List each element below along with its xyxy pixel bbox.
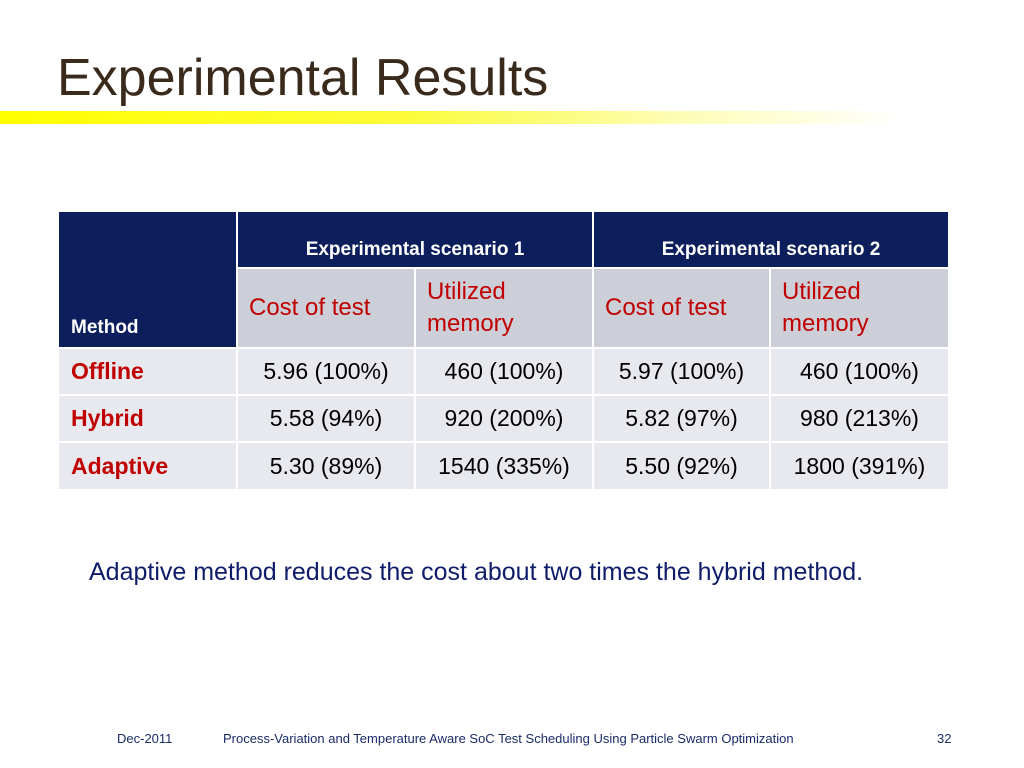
table-cell: 1800 (391%) <box>770 441 948 489</box>
footer-title: Process-Variation and Temperature Aware … <box>223 731 794 746</box>
table-row: Adaptive 5.30 (89%) 1540 (335%) 5.50 (92… <box>59 441 948 489</box>
table-cell: 460 (100%) <box>770 347 948 395</box>
table-cell: 460 (100%) <box>415 347 594 395</box>
table-cell: 5.58 (94%) <box>237 394 416 442</box>
summary-text: Adaptive method reduces the cost about t… <box>89 558 864 586</box>
table-row: Hybrid 5.58 (94%) 920 (200%) 5.82 (97%) … <box>59 394 948 442</box>
table-cell: 1540 (335%) <box>415 441 594 489</box>
table-cell: 5.50 (92%) <box>593 441 771 489</box>
table-cell: 5.30 (89%) <box>237 441 416 489</box>
table-cell: 5.97 (100%) <box>593 347 771 395</box>
table-subheader-row: Cost of test Utilized memory Cost of tes… <box>59 267 948 348</box>
table-cell: 5.82 (97%) <box>593 394 771 442</box>
subheader-cost-of-test-1: Cost of test <box>237 267 416 348</box>
title-underline <box>0 111 900 124</box>
table-header-row: Method Experimental scenario 1 Experimen… <box>59 212 948 349</box>
footer-date: Dec-2011 <box>117 731 173 746</box>
method-name: Hybrid <box>59 394 238 442</box>
table-cell: 980 (213%) <box>770 394 948 442</box>
method-name: Adaptive <box>59 441 238 489</box>
table-cell: 920 (200%) <box>415 394 594 442</box>
scenario-1-header: Experimental scenario 1 <box>237 212 594 268</box>
table-row: Offline 5.96 (100%) 460 (100%) 5.97 (100… <box>59 347 948 395</box>
method-name: Offline <box>59 347 238 395</box>
table-cell: 5.96 (100%) <box>237 347 416 395</box>
subheader-utilized-memory-1: Utilized memory <box>415 267 594 348</box>
scenario-2-header: Experimental scenario 2 <box>593 212 948 268</box>
subheader-utilized-memory-2: Utilized memory <box>770 267 948 348</box>
slide-title: Experimental Results <box>57 49 549 107</box>
results-table: Method Experimental scenario 1 Experimen… <box>59 212 948 489</box>
subheader-cost-of-test-2: Cost of test <box>593 267 771 348</box>
method-column-header: Method <box>59 212 238 349</box>
page-number: 32 <box>937 731 952 746</box>
